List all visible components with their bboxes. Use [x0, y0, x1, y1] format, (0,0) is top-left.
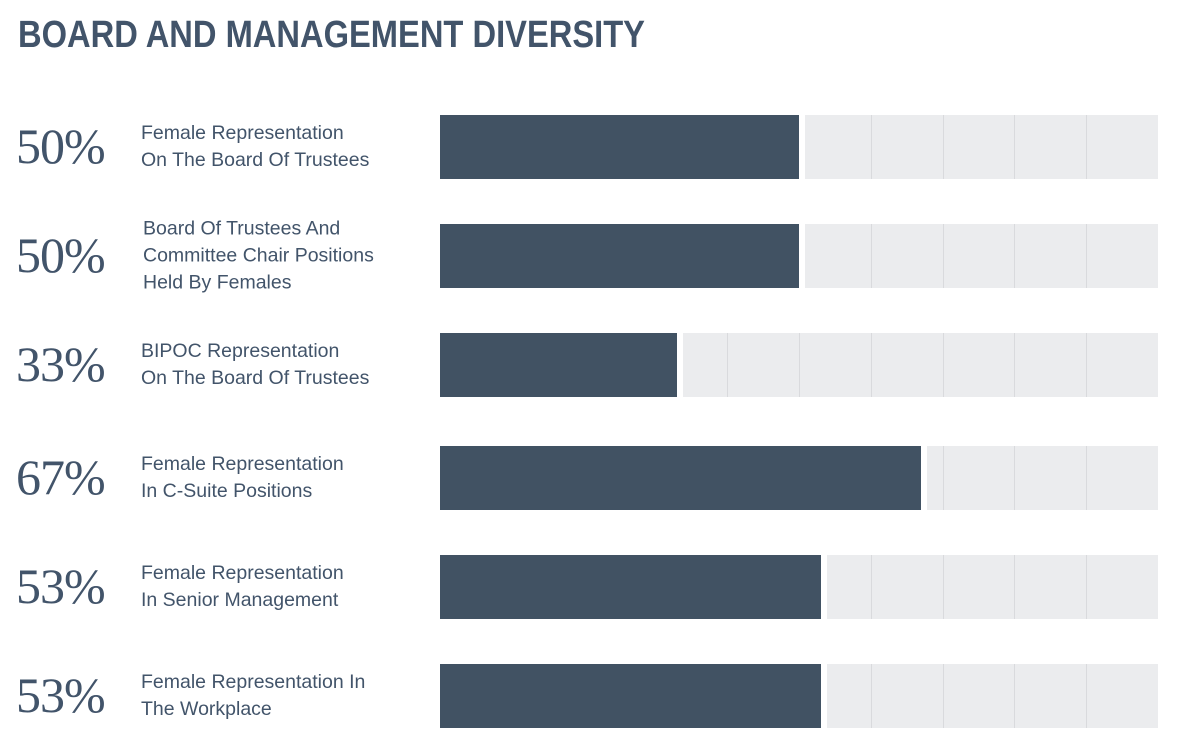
category-label: BIPOC Representation On The Board Of Trus…: [141, 338, 369, 392]
bar-track: [440, 224, 1158, 288]
category-label-line: Committee Chair Positions: [143, 244, 374, 267]
category-label-line: Female Representation: [141, 453, 344, 475]
grid-line: [1086, 115, 1087, 179]
grid-line: [1086, 446, 1087, 510]
grid-line: [727, 333, 728, 397]
category-label: Female Representation On The Board Of Tru…: [141, 120, 369, 174]
grid-line: [871, 115, 872, 179]
category-label-line: In C-Suite Positions: [141, 480, 313, 502]
category-label-line: The Workplace: [141, 698, 272, 720]
grid-line: [871, 664, 872, 728]
value-label: 50%: [16, 226, 106, 283]
bar: [440, 555, 827, 619]
category-label-line: On The Board Of Trustees: [141, 367, 370, 389]
bar-row: 50% Board Of Trustees And Committee Chair …: [0, 218, 1183, 294]
value-label: 50%: [16, 117, 106, 174]
bar: [440, 446, 927, 510]
category-label: Board Of Trustees And Committee Chair Pos…: [143, 216, 374, 297]
bar-row: 50% Female Representation On The Board Of …: [0, 115, 1183, 179]
grid-line: [1086, 333, 1087, 397]
chart-title: BOARD AND MANAGEMENT DIVERSITY: [18, 14, 645, 56]
bar: [440, 333, 683, 397]
grid-line: [1014, 664, 1015, 728]
grid-line: [943, 555, 944, 619]
bar-track: [440, 333, 1158, 397]
grid-line: [1014, 446, 1015, 510]
bar-track: [440, 664, 1158, 728]
value-label: 67%: [16, 448, 106, 505]
bar: [440, 115, 805, 179]
value-label: 33%: [16, 335, 106, 392]
grid-line: [871, 333, 872, 397]
grid-line: [1014, 555, 1015, 619]
category-label-line: In Senior Management: [141, 589, 339, 611]
grid-line: [1014, 333, 1015, 397]
value-label: 53%: [16, 666, 106, 723]
grid-line: [1014, 115, 1015, 179]
grid-line: [1086, 555, 1087, 619]
grid-line: [799, 333, 800, 397]
bar-row: 53% Female Representation In The Workplace: [0, 664, 1183, 728]
bar: [440, 224, 805, 288]
category-label-line: Board Of Trustees And: [143, 217, 341, 240]
grid-line: [943, 224, 944, 288]
bar-track: [440, 115, 1158, 179]
category-label-line: Female Representation: [141, 562, 344, 584]
category-label-line: Held By Females: [143, 271, 292, 294]
category-label-line: Female Representation: [141, 122, 344, 144]
category-label: Female Representation In The Workplace: [141, 669, 365, 723]
bar-row: 53% Female Representation In Senior Manage…: [0, 555, 1183, 619]
category-label-line: BIPOC Representation: [141, 340, 340, 362]
category-label: Female Representation In C-Suite Position…: [141, 451, 344, 505]
grid-line: [943, 664, 944, 728]
grid-line: [1086, 664, 1087, 728]
grid-line: [871, 224, 872, 288]
bar-row: 67% Female Representation In C-Suite Posit…: [0, 446, 1183, 510]
grid-line: [1086, 224, 1087, 288]
grid-line: [943, 333, 944, 397]
category-label-line: On The Board Of Trustees: [141, 149, 370, 171]
grid-line: [943, 446, 944, 510]
category-label: Female Representation In Senior Managemen…: [141, 560, 344, 614]
grid-line: [871, 555, 872, 619]
bar-row: 33% BIPOC Representation On The Board Of T…: [0, 333, 1183, 397]
grid-line: [1014, 224, 1015, 288]
bar-track: [440, 446, 1158, 510]
grid-line: [943, 115, 944, 179]
category-label-line: Female Representation In: [141, 671, 366, 693]
bar: [440, 664, 827, 728]
bar-track: [440, 555, 1158, 619]
value-label: 53%: [16, 557, 106, 614]
